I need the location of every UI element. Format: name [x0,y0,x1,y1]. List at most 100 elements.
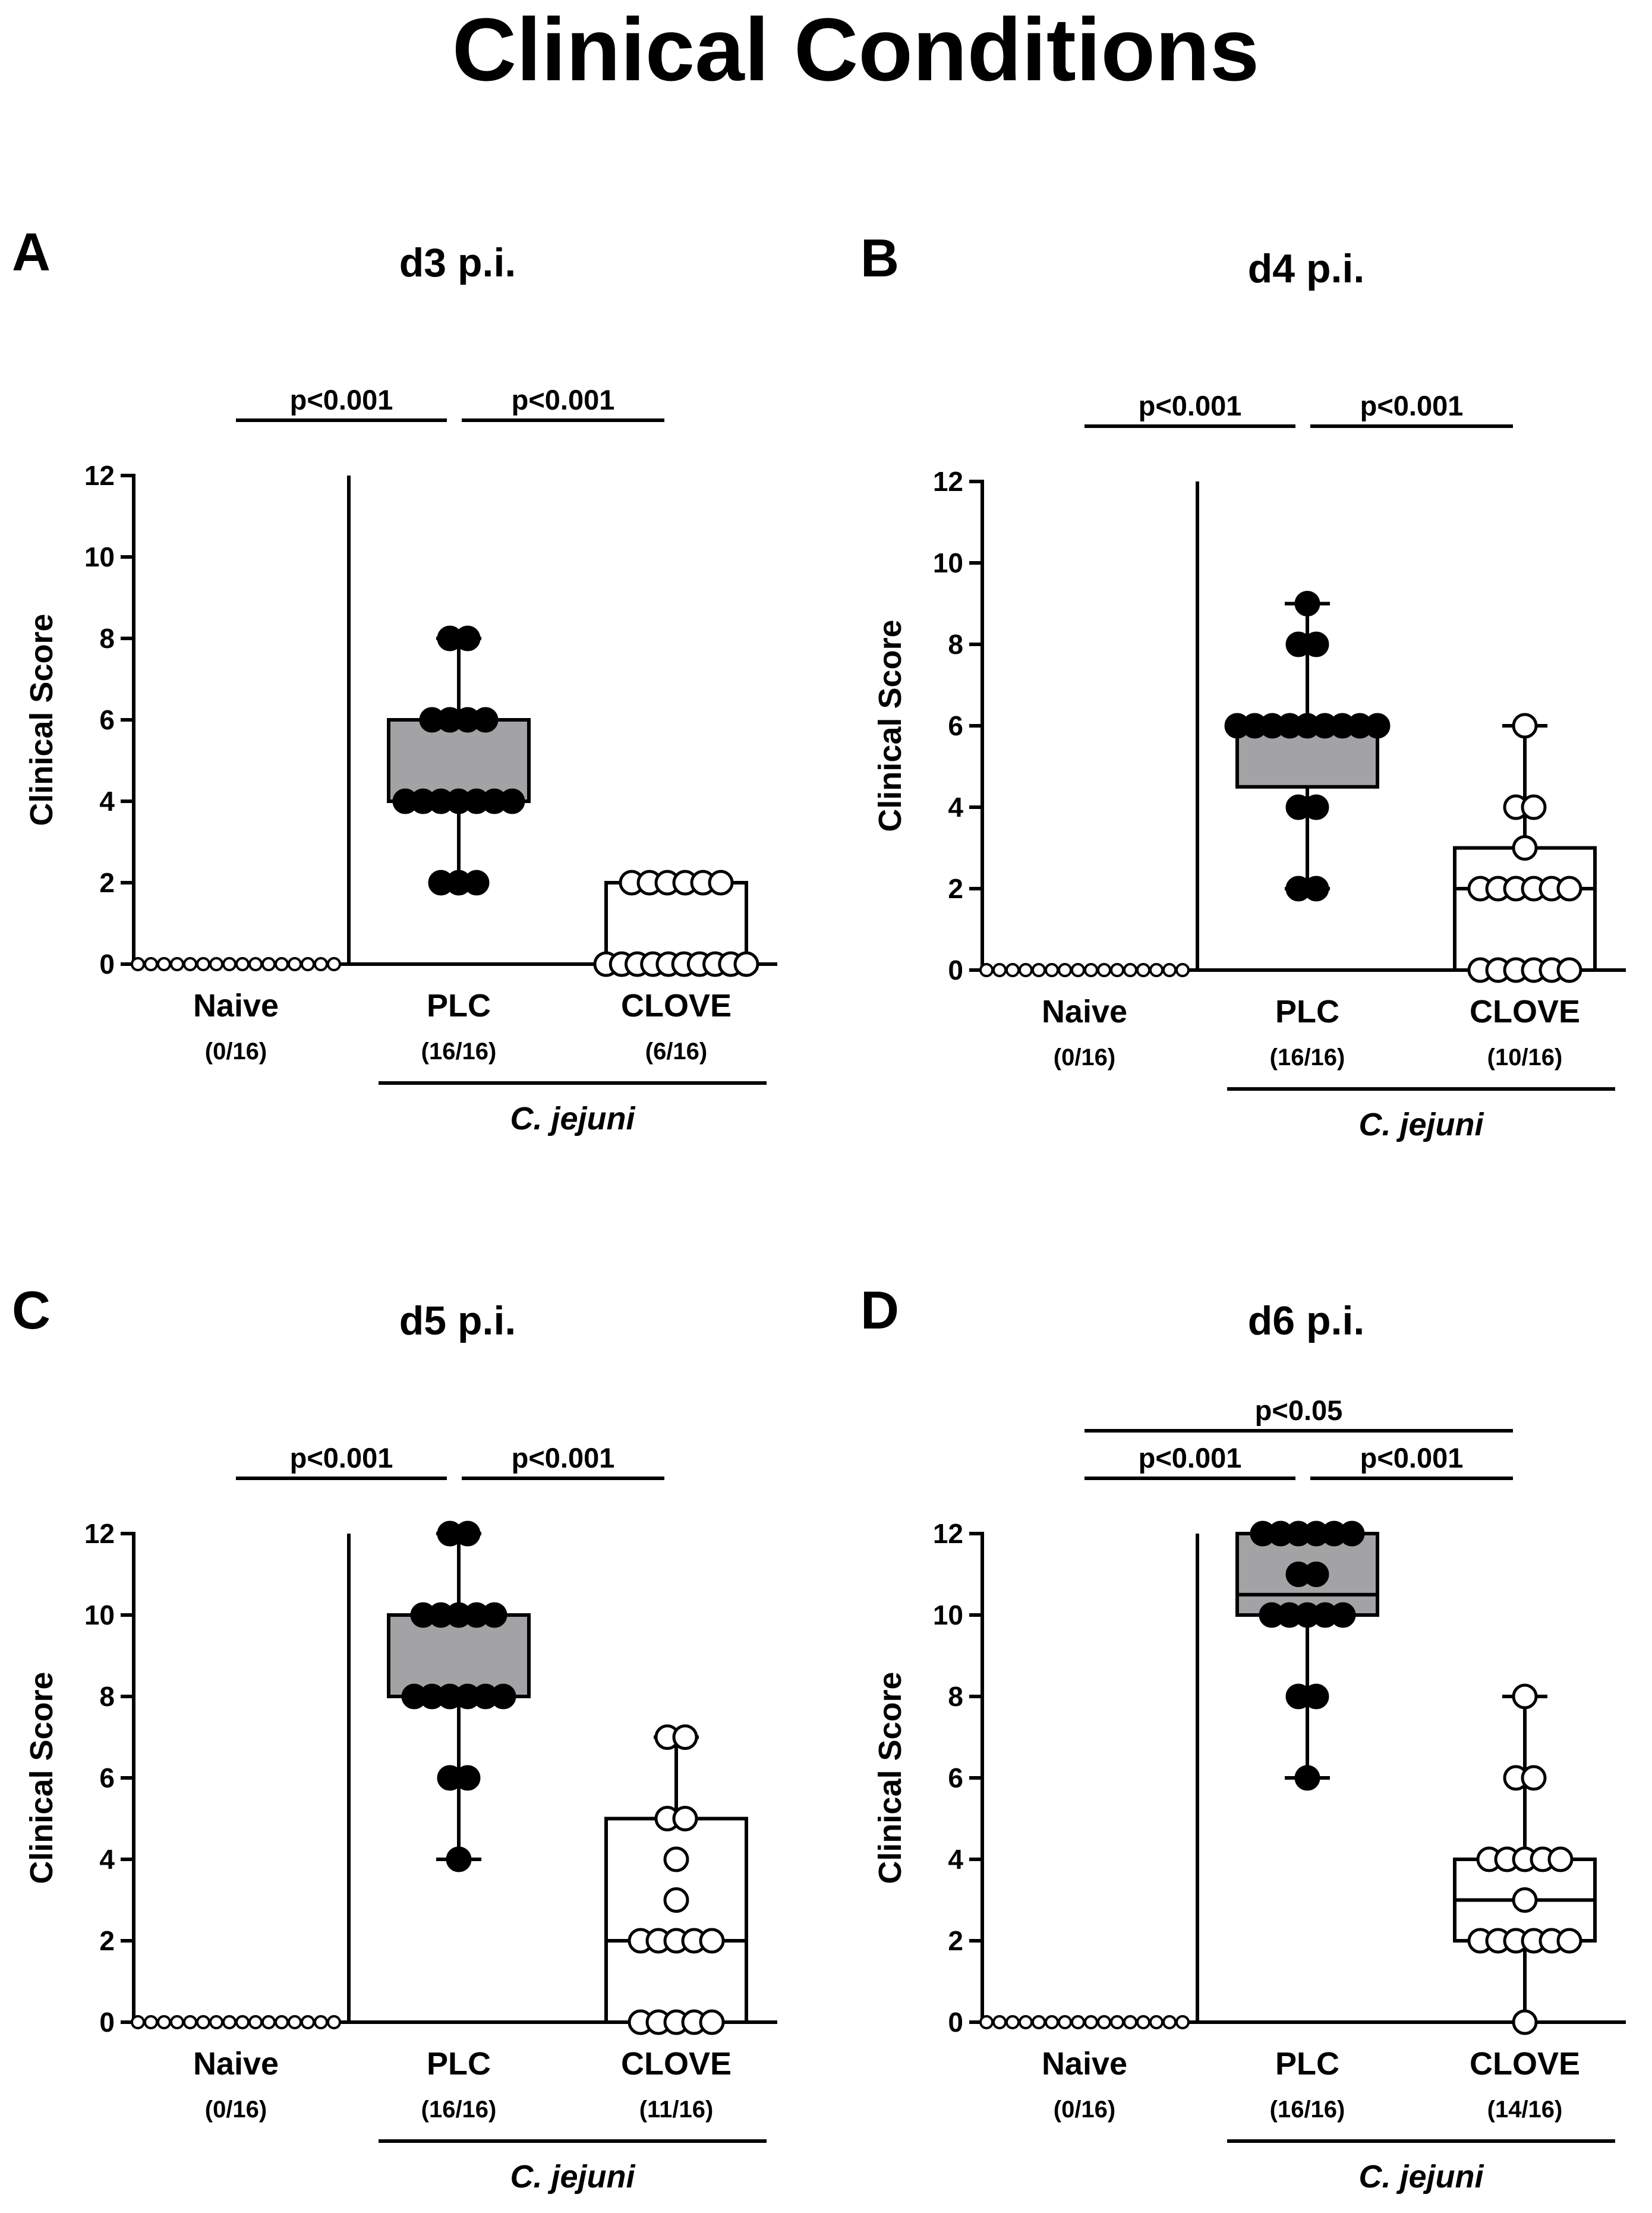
data-point [1136,963,1150,977]
data-point [1149,2015,1164,2029]
data-point [464,870,490,896]
data-point [699,2009,725,2035]
data-point [1330,1602,1356,1628]
category-label: PLC [427,988,491,1024]
data-point [1512,713,1538,739]
data-point [1556,876,1582,902]
y-tick-label: 6 [948,710,963,741]
data-point [455,1765,481,1791]
data-point [1294,1765,1320,1791]
category-label: PLC [427,2046,491,2082]
data-point [288,957,302,971]
data-point [1294,591,1320,616]
data-point [314,957,328,971]
p-value-label: p<0.001 [1139,1442,1242,1474]
data-point [1521,794,1547,820]
data-point [209,957,223,971]
data-point [499,788,525,814]
y-tick-label: 4 [948,1844,963,1875]
data-point [1512,2009,1538,2035]
data-point [131,957,145,971]
category-label: Naive [193,2046,279,2082]
category-label: CLOVE [621,2046,732,2082]
p-value-label: p<0.05 [1255,1394,1343,1426]
data-point [183,2015,197,2029]
y-tick-label: 2 [99,867,115,898]
data-point [196,2015,210,2029]
y-tick-label: 12 [933,466,963,497]
data-point [1071,963,1085,977]
data-point [222,2015,237,2029]
data-point [1547,1846,1574,1872]
y-tick-label: 8 [99,1681,115,1712]
data-point [1303,1683,1329,1710]
category-count: (0/16) [1054,1044,1116,1071]
data-point [1058,2015,1072,2029]
panel-title: d3 p.i. [399,240,516,285]
data-point [979,2015,994,2029]
data-point [1110,2015,1124,2029]
group-label: C. jejuni [1358,2159,1484,2195]
data-point [992,963,1007,977]
data-point [663,1846,689,1872]
data-point [222,957,237,971]
data-point [288,2015,302,2029]
data-point [672,1724,698,1750]
category-plc: PLC (16/16) [387,1521,531,2123]
data-point [275,2015,289,2029]
data-point [1556,957,1582,983]
group-label: C. jejuni [510,1101,635,1137]
data-point [1005,2015,1020,2029]
panel-title: d6 p.i. [1248,1298,1364,1343]
category-count: (14/16) [1487,2096,1563,2123]
category-label: CLOVE [1470,994,1580,1030]
y-tick-label: 10 [84,542,115,572]
data-point [275,957,289,971]
data-point [446,1846,472,1872]
data-point [248,957,263,971]
panel-letter: B [860,229,899,288]
data-point [170,2015,184,2029]
data-point [1084,963,1098,977]
y-tick-label: 0 [948,955,963,986]
panel-letter: D [860,1281,899,1340]
data-point [327,2015,341,2029]
p-value-label: p<0.001 [512,384,615,415]
category-count: (0/16) [205,1038,267,1065]
data-point [1058,963,1072,977]
data-point [1556,1928,1582,1954]
data-point [1303,1562,1329,1587]
data-point [235,2015,250,2029]
data-point [1175,963,1190,977]
data-point [1303,876,1329,902]
y-tick-label: 0 [99,949,115,980]
data-point [1512,835,1538,861]
data-point [144,2015,158,2029]
data-point [301,957,315,971]
y-tick-label: 2 [99,1925,115,1956]
y-axis-label: Clinical Score [24,1671,59,1884]
data-point [157,2015,171,2029]
category-clove: CLOVE (6/16) [593,870,759,1065]
y-tick-label: 6 [948,1762,963,1793]
data-point [1364,713,1391,739]
category-label: Naive [1042,994,1127,1030]
data-point [183,957,197,971]
data-point [481,1602,507,1628]
y-tick-label: 12 [84,1518,115,1549]
p-value-label: p<0.001 [1139,390,1242,421]
category-clove: CLOVE (14/16) [1453,1683,1597,2123]
data-point [1123,963,1137,977]
data-point [1084,2015,1098,2029]
y-axis-label: Clinical Score [872,1671,908,1884]
category-naive: Naive (0/16) [979,2015,1190,2123]
category-count: (16/16) [421,1038,497,1065]
data-point [1045,2015,1059,2029]
y-tick-label: 6 [99,1762,115,1793]
group-label: C. jejuni [1358,1107,1484,1142]
y-tick-label: 2 [948,873,963,904]
data-point [1097,2015,1111,2029]
y-tick-label: 0 [948,2007,963,2038]
